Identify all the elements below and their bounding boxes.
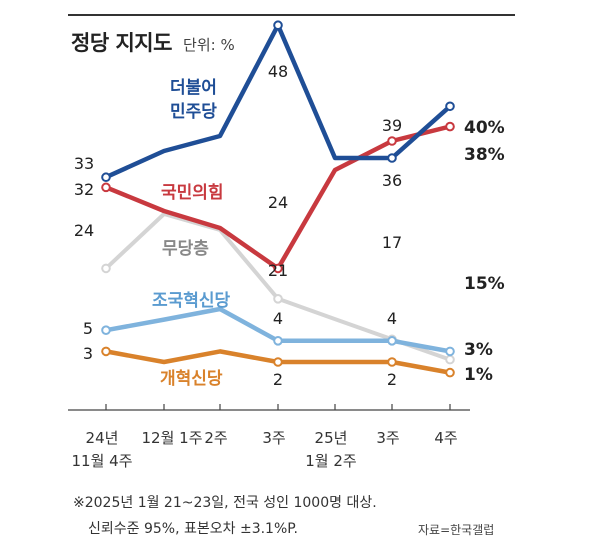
data-label: 4 (273, 309, 283, 328)
source-label: 자료=한국갤럽 (418, 523, 495, 537)
chart-header: 정당 지지도 단위: % (71, 27, 235, 57)
unit-label: 단위: % (183, 36, 235, 54)
data-label: 21 (268, 261, 288, 280)
series-marker (445, 346, 455, 357)
series-marker (445, 121, 455, 132)
x-tick-label: 4주 (434, 429, 457, 447)
series-marker (273, 294, 283, 304)
series-marker (387, 153, 397, 163)
data-label: 33 (74, 154, 94, 173)
series-marker (445, 101, 455, 112)
data-label: 1% (464, 365, 493, 385)
data-label: 48 (268, 62, 288, 81)
data-label: 5 (83, 319, 93, 338)
data-label: 38% (464, 145, 505, 165)
data-label: 36 (382, 171, 402, 190)
chart-title: 정당 지지도 (71, 31, 172, 55)
data-label: 40% (464, 118, 505, 138)
series-marker (387, 357, 397, 367)
x-tick-label: 24년 (86, 429, 119, 447)
data-label: 32 (74, 180, 94, 199)
top-rule (68, 14, 515, 16)
x-tick-label: 12월 1주 (142, 429, 203, 447)
data-label: 3 (83, 344, 93, 363)
series-marker (273, 336, 283, 346)
x-tick-label: 25년 (315, 429, 348, 447)
footnote-line-2: 신뢰수준 95%, 표본오차 ±3.1%P. (88, 521, 298, 537)
data-label: 24 (268, 193, 288, 212)
x-tick-label: 1월 2주 (305, 452, 356, 470)
series-marker (101, 346, 111, 357)
series-name-label: 조국혁신당 (152, 290, 231, 311)
data-label: 24 (74, 221, 94, 240)
x-tick-label: 3주 (376, 429, 399, 447)
series-marker (273, 263, 283, 274)
series-name-label: 민주당 (170, 102, 217, 122)
series-marker (387, 136, 397, 146)
data-label: 15% (464, 274, 505, 294)
x-tick-label: 11월 4주 (72, 452, 133, 470)
footnote-line-1: ※2025년 1월 21~23일, 전국 성인 1000명 대상. (73, 495, 377, 511)
series-name-label: 무당층 (162, 239, 209, 259)
series-marker (273, 357, 283, 367)
data-label: 17 (382, 233, 402, 252)
series-marker (101, 325, 111, 336)
series-marker (445, 367, 455, 378)
series-marker (101, 263, 111, 274)
data-label: 2 (387, 370, 397, 389)
x-tick-label: 3주 (262, 429, 285, 447)
series-name-label: 국민의힘 (161, 182, 224, 203)
series-marker (101, 172, 111, 183)
x-tick-label: 2주 (204, 429, 227, 447)
series-name-label: 개혁신당 (160, 368, 223, 389)
series-marker (387, 336, 397, 346)
data-label: 4 (387, 309, 397, 328)
series-marker (101, 182, 111, 193)
data-label: 2 (273, 370, 283, 389)
series-marker (445, 354, 455, 365)
series-line (103, 22, 453, 180)
data-label: 3% (464, 340, 493, 360)
series-marker (273, 20, 283, 31)
series-name-label: 더불어 (170, 78, 217, 98)
data-label: 39 (382, 116, 402, 135)
